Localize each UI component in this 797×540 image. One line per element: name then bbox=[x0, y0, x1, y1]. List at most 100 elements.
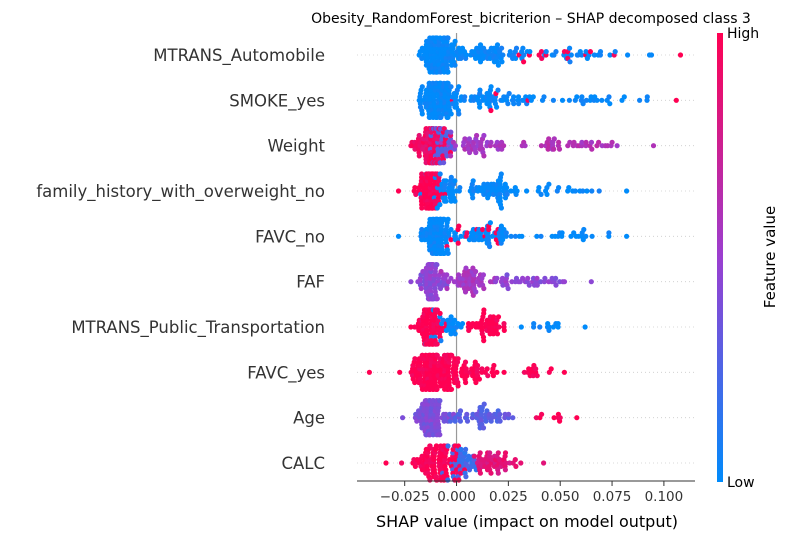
shap-point bbox=[477, 87, 483, 93]
x-tick-label: 0.075 bbox=[593, 489, 632, 505]
shap-point bbox=[441, 126, 447, 132]
shap-point bbox=[494, 275, 500, 281]
shap-point bbox=[457, 418, 463, 424]
shap-point bbox=[487, 243, 493, 250]
shap-point bbox=[479, 366, 485, 372]
x-axis-title: SHAP value (impact on model output) bbox=[376, 512, 678, 531]
shap-point bbox=[648, 52, 655, 58]
shap-point bbox=[473, 379, 479, 386]
shap-point bbox=[448, 226, 454, 233]
shap-point bbox=[437, 171, 443, 177]
shap-point bbox=[511, 101, 517, 107]
shap-point bbox=[445, 216, 451, 222]
shap-point bbox=[480, 425, 487, 431]
shap-point bbox=[488, 139, 494, 145]
shap-point bbox=[583, 97, 590, 103]
shap-point bbox=[383, 460, 389, 466]
shap-point bbox=[437, 310, 443, 316]
shap-point bbox=[445, 114, 451, 120]
shap-points bbox=[366, 35, 684, 483]
shap-point bbox=[463, 379, 469, 386]
shap-point bbox=[589, 146, 595, 152]
shap-point bbox=[445, 80, 451, 86]
shap-point bbox=[464, 230, 470, 236]
shap-point bbox=[520, 45, 526, 51]
shap-point bbox=[471, 453, 477, 459]
feature-label: MTRANS_Automobile bbox=[153, 46, 325, 66]
shap-point bbox=[495, 87, 501, 93]
shap-point bbox=[448, 386, 455, 392]
colorbar-high-label: High bbox=[727, 26, 759, 42]
shap-point bbox=[637, 97, 643, 103]
shap-point bbox=[462, 146, 468, 152]
shap-point bbox=[485, 373, 491, 379]
shap-point bbox=[448, 275, 454, 281]
shap-point bbox=[525, 275, 531, 281]
shap-point bbox=[495, 450, 501, 456]
shap-point bbox=[521, 52, 527, 58]
shap-point bbox=[512, 233, 519, 239]
shap-point bbox=[538, 191, 544, 197]
shap-point bbox=[408, 279, 414, 285]
shap-point bbox=[434, 262, 440, 268]
shap-point bbox=[556, 146, 563, 152]
shap-point bbox=[455, 356, 461, 362]
feature-label: SMOKE_yes bbox=[229, 91, 325, 111]
shap-point bbox=[473, 289, 479, 295]
shap-point bbox=[412, 379, 418, 386]
shap-point bbox=[512, 457, 518, 463]
shap-point bbox=[516, 101, 522, 107]
shap-point bbox=[510, 415, 516, 421]
shap-point bbox=[488, 107, 494, 114]
shap-point bbox=[533, 366, 539, 372]
shap-point bbox=[448, 237, 454, 243]
shap-point bbox=[488, 470, 494, 476]
shap-point bbox=[550, 97, 557, 103]
shap-point bbox=[538, 279, 544, 285]
shap-point bbox=[614, 143, 620, 149]
shap-point bbox=[452, 415, 459, 421]
shap-point bbox=[572, 188, 578, 194]
shap-point bbox=[464, 418, 471, 424]
shap-point bbox=[538, 143, 545, 149]
shap-point bbox=[464, 411, 470, 417]
shap-point bbox=[483, 418, 489, 424]
shap-point bbox=[534, 233, 540, 239]
shap-point bbox=[487, 450, 493, 456]
shap-point bbox=[470, 195, 476, 201]
shap-point bbox=[588, 279, 594, 285]
shap-point bbox=[526, 366, 532, 372]
shap-point bbox=[557, 415, 563, 421]
shap-point bbox=[438, 268, 444, 275]
shap-point bbox=[449, 352, 455, 358]
shap-point bbox=[437, 432, 443, 438]
shap-point bbox=[434, 341, 440, 347]
shap-point bbox=[504, 191, 510, 197]
shap-point bbox=[513, 55, 519, 62]
shap-point bbox=[500, 237, 506, 243]
shap-point bbox=[480, 272, 486, 278]
shap-point bbox=[531, 321, 537, 327]
shap-point bbox=[591, 52, 598, 58]
shap-point bbox=[501, 327, 507, 333]
shap-point bbox=[500, 52, 506, 58]
shap-point bbox=[470, 178, 476, 184]
feature-label: family_history_with_overweight_no bbox=[36, 182, 325, 202]
shap-point bbox=[673, 97, 679, 103]
shap-point bbox=[536, 185, 542, 191]
shap-point bbox=[441, 160, 447, 166]
shap-point bbox=[596, 188, 602, 194]
shap-point bbox=[456, 111, 462, 117]
shap-point bbox=[567, 139, 573, 145]
shap-point bbox=[581, 226, 587, 233]
shap-point bbox=[513, 45, 520, 51]
x-tick-label: −0.025 bbox=[380, 489, 430, 505]
shap-point bbox=[537, 324, 543, 330]
shap-point bbox=[583, 233, 589, 239]
shap-point bbox=[448, 153, 454, 159]
shap-point bbox=[445, 35, 451, 41]
x-tick-label: 0.050 bbox=[541, 489, 580, 505]
shap-point bbox=[490, 373, 496, 379]
shap-point bbox=[462, 289, 469, 295]
shap-point bbox=[506, 411, 512, 417]
